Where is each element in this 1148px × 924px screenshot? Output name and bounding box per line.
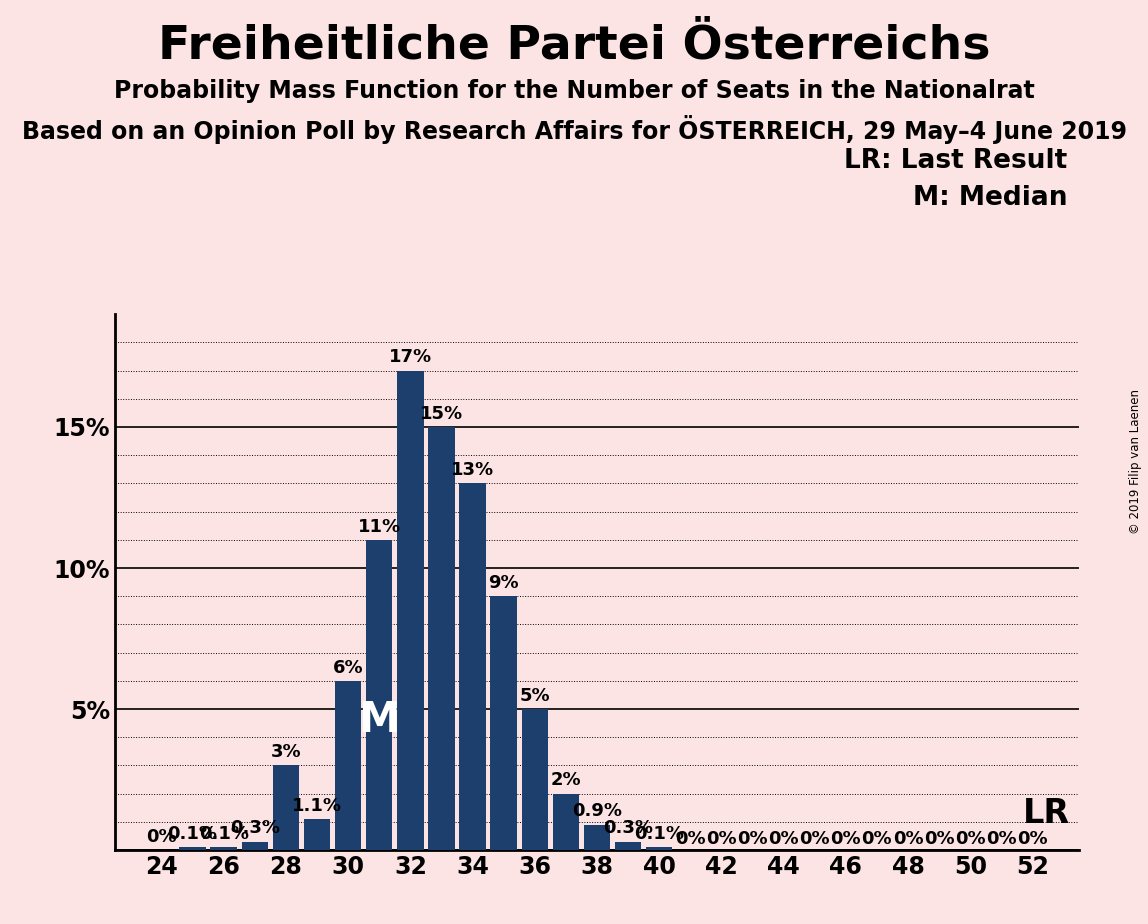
Text: 0.1%: 0.1% <box>634 825 684 843</box>
Text: 0%: 0% <box>737 830 768 848</box>
Bar <box>241 842 267 850</box>
Bar <box>428 427 455 850</box>
Bar <box>210 847 236 850</box>
Text: LR: LR <box>1023 796 1070 830</box>
Text: 0%: 0% <box>146 828 177 845</box>
Text: 9%: 9% <box>488 574 519 592</box>
Text: 0%: 0% <box>675 830 706 848</box>
Bar <box>459 483 486 850</box>
Text: 0%: 0% <box>862 830 892 848</box>
Text: 15%: 15% <box>420 405 463 423</box>
Bar <box>521 709 548 850</box>
Text: 17%: 17% <box>389 348 432 366</box>
Text: 1.1%: 1.1% <box>292 796 342 815</box>
Text: 0%: 0% <box>768 830 799 848</box>
Text: 0%: 0% <box>706 830 737 848</box>
Text: 11%: 11% <box>358 517 401 536</box>
Text: 0%: 0% <box>986 830 1017 848</box>
Text: 0.1%: 0.1% <box>199 825 249 843</box>
Bar <box>646 847 673 850</box>
Text: © 2019 Filip van Laenen: © 2019 Filip van Laenen <box>1130 390 1142 534</box>
Text: 5%: 5% <box>519 687 550 705</box>
Bar <box>179 847 205 850</box>
Text: 0.9%: 0.9% <box>572 802 622 821</box>
Text: LR: Last Result: LR: Last Result <box>845 148 1068 174</box>
Bar <box>366 540 393 850</box>
Text: 0%: 0% <box>799 830 830 848</box>
Text: Based on an Opinion Poll by Research Affairs for ÖSTERREICH, 29 May–4 June 2019: Based on an Opinion Poll by Research Aff… <box>22 116 1126 144</box>
Text: 0%: 0% <box>830 830 861 848</box>
Bar <box>552 794 579 850</box>
Text: 0.1%: 0.1% <box>168 825 218 843</box>
Bar <box>583 825 611 850</box>
Bar <box>490 596 517 850</box>
Text: 0%: 0% <box>955 830 985 848</box>
Text: 0%: 0% <box>893 830 923 848</box>
Text: Probability Mass Function for the Number of Seats in the Nationalrat: Probability Mass Function for the Number… <box>114 79 1034 103</box>
Bar <box>615 842 642 850</box>
Text: M: M <box>358 699 400 741</box>
Bar <box>304 819 331 850</box>
Text: 3%: 3% <box>271 743 301 761</box>
Text: 0.3%: 0.3% <box>230 820 280 837</box>
Text: 6%: 6% <box>333 659 364 676</box>
Text: 0%: 0% <box>1017 830 1048 848</box>
Bar <box>273 765 300 850</box>
Text: 13%: 13% <box>451 461 494 480</box>
Bar <box>335 681 362 850</box>
Text: 0.3%: 0.3% <box>603 820 653 837</box>
Bar <box>397 371 424 850</box>
Text: 0%: 0% <box>924 830 954 848</box>
Text: M: Median: M: Median <box>913 185 1068 211</box>
Text: Freiheitliche Partei Österreichs: Freiheitliche Partei Österreichs <box>157 23 991 68</box>
Text: 2%: 2% <box>551 772 581 789</box>
